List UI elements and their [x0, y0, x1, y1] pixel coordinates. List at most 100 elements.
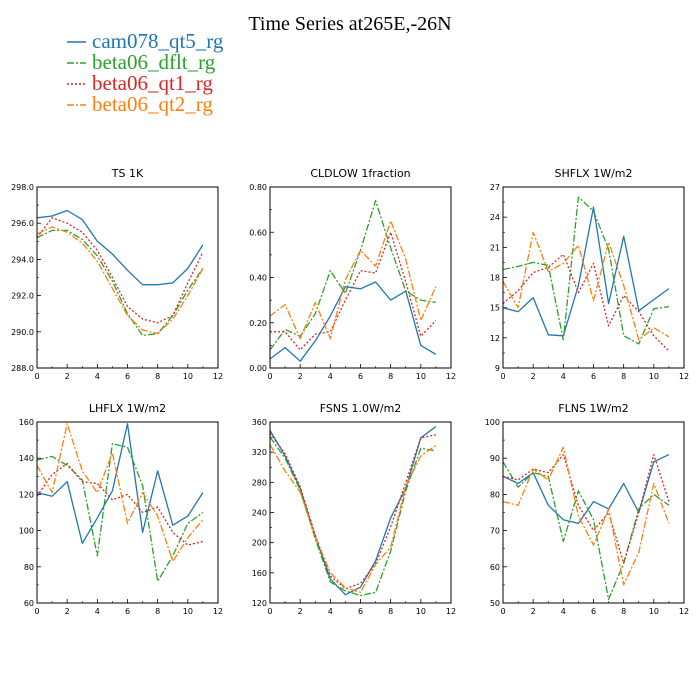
- x-tick-label: 6: [125, 372, 130, 381]
- x-tick-label: 6: [591, 372, 596, 381]
- series-line-beta06_qt1_rg: [36, 217, 204, 324]
- x-tick-label: 4: [561, 607, 566, 616]
- x-tick-label: 6: [125, 607, 130, 616]
- panel: LHFLX 1W/m2 0 2 4 6 8 10 12 60 80 100 120 140 160: [19, 402, 223, 616]
- panel-title: CLDLOW 1fraction: [310, 167, 410, 180]
- y-tick-label: 80: [490, 490, 500, 499]
- x-tick-label: 12: [679, 607, 689, 616]
- y-tick-label: 296.0: [11, 219, 34, 228]
- panel-title: FLNS 1W/m2: [558, 402, 628, 415]
- legend: cam078_qt5_rgbeta06_dflt_rgbeta06_qt1_rg…: [67, 29, 224, 116]
- x-tick-label: 10: [416, 372, 426, 381]
- legend-label: cam078_qt5_rg: [92, 29, 224, 53]
- y-tick-label: 292.0: [11, 292, 34, 301]
- series-line-cam078_qt5_rg: [502, 206, 670, 337]
- x-tick-label: 12: [213, 372, 223, 381]
- x-tick-label: 2: [531, 607, 536, 616]
- panel: FLNS 1W/m2 0 2 4 6 8 10 12 50 60 70 80 90 100: [485, 402, 689, 616]
- y-tick-label: 60: [490, 563, 500, 572]
- x-tick-label: 8: [388, 607, 393, 616]
- plot-frame: [269, 186, 452, 369]
- x-tick-label: 6: [591, 607, 596, 616]
- x-tick-label: 0: [500, 607, 505, 616]
- series-line-beta06_qt2_rg: [36, 226, 204, 335]
- x-tick-label: 10: [183, 372, 193, 381]
- legend-entry: beta06_qt2_rg: [67, 92, 213, 116]
- y-tick-label: 15: [490, 304, 500, 313]
- x-tick-label: 4: [328, 607, 333, 616]
- x-tick-label: 12: [213, 607, 223, 616]
- series-line-cam078_qt5_rg: [36, 423, 204, 544]
- x-tick-label: 10: [416, 607, 426, 616]
- x-tick-label: 8: [155, 372, 160, 381]
- x-tick-label: 2: [65, 607, 70, 616]
- x-tick-label: 4: [95, 372, 100, 381]
- y-tick-label: 240: [252, 509, 267, 518]
- panel-title: TS 1K: [111, 167, 144, 180]
- x-tick-label: 12: [446, 372, 456, 381]
- legend-label: beta06_qt2_rg: [92, 92, 213, 116]
- plot-frame: [36, 421, 219, 604]
- y-tick-label: 100: [19, 527, 34, 536]
- x-tick-label: 8: [621, 372, 626, 381]
- plot-frame: [269, 421, 452, 604]
- panel-title: FSNS 1.0W/m2: [320, 402, 402, 415]
- y-tick-label: 70: [490, 527, 500, 536]
- y-tick-label: 24: [490, 213, 500, 222]
- panel: TS 1K 0 2 4 6 8 10 12 288.0 290.0 292.0 294.0 296.0 2…: [11, 167, 223, 381]
- x-tick-label: 2: [531, 372, 536, 381]
- series-line-beta06_dflt_rg: [269, 199, 436, 351]
- x-tick-label: 2: [298, 607, 303, 616]
- y-tick-label: 200: [252, 539, 267, 548]
- x-tick-label: 2: [298, 372, 303, 381]
- x-tick-label: 6: [358, 372, 363, 381]
- series-line-beta06_qt1_rg: [502, 453, 670, 564]
- panel-title: SHFLX 1W/m2: [554, 167, 632, 180]
- series-line-cam078_qt5_rg: [36, 209, 204, 286]
- panel-title: LHFLX 1W/m2: [89, 402, 166, 415]
- series-line-beta06_qt2_rg: [269, 220, 437, 340]
- y-tick-label: 0.80: [249, 183, 267, 192]
- y-tick-label: 120: [252, 599, 267, 608]
- legend-entry: cam078_qt5_rg: [67, 29, 224, 53]
- x-tick-label: 12: [679, 372, 689, 381]
- y-tick-label: 50: [490, 599, 500, 608]
- plot-frame: [36, 186, 219, 369]
- figure-title: Time Series at265E,-26N: [248, 13, 451, 35]
- x-tick-label: 8: [621, 607, 626, 616]
- series-line-beta06_qt2_rg: [269, 444, 437, 594]
- y-tick-label: 80: [24, 563, 34, 572]
- x-tick-label: 10: [649, 607, 659, 616]
- legend-label: beta06_qt1_rg: [92, 71, 213, 95]
- x-tick-label: 4: [328, 372, 333, 381]
- series-line-beta06_qt1_rg: [502, 253, 670, 352]
- legend-entry: beta06_dflt_rg: [67, 50, 216, 74]
- x-tick-label: 8: [155, 607, 160, 616]
- y-tick-label: 298.0: [11, 183, 34, 192]
- x-tick-label: 2: [65, 372, 70, 381]
- x-tick-label: 0: [267, 372, 272, 381]
- series-line-beta06_qt1_rg: [36, 462, 204, 546]
- series-line-beta06_dflt_rg: [269, 436, 436, 597]
- panels: TS 1K0 2 4 6 8 10 12288.0290.0292.0294.0296.02…: [11, 167, 689, 616]
- x-tick-label: 4: [561, 372, 566, 381]
- x-tick-label: 0: [500, 372, 505, 381]
- x-tick-label: 12: [446, 607, 456, 616]
- series-line-beta06_qt2_rg: [502, 446, 670, 586]
- y-tick-label: 0.20: [249, 319, 267, 328]
- y-tick-label: 140: [19, 454, 34, 463]
- y-tick-label: 288.0: [11, 364, 34, 373]
- y-tick-label: 9: [495, 364, 500, 373]
- series-line-cam078_qt5_rg: [269, 281, 437, 362]
- y-tick-label: 12: [490, 334, 500, 343]
- x-tick-label: 0: [34, 607, 39, 616]
- x-tick-label: 8: [388, 372, 393, 381]
- y-tick-label: 0.60: [249, 228, 267, 237]
- series-line-beta06_dflt_rg: [36, 229, 204, 337]
- legend-label: beta06_dflt_rg: [92, 50, 216, 74]
- x-tick-label: 0: [34, 372, 39, 381]
- y-tick-label: 294.0: [11, 255, 34, 264]
- y-tick-label: 0.40: [249, 274, 267, 283]
- x-tick-label: 10: [183, 607, 193, 616]
